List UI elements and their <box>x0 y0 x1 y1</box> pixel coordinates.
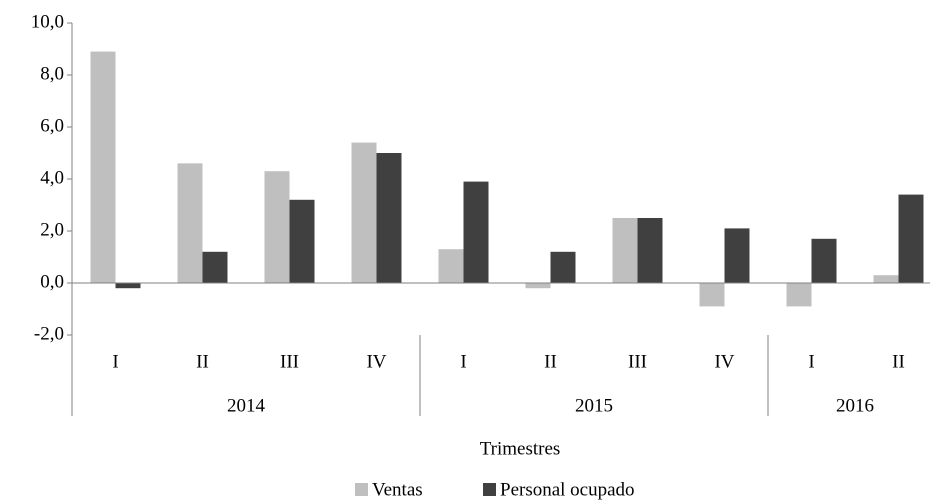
bar <box>438 249 464 283</box>
y-tick-label: 10,0 <box>31 11 64 32</box>
x-tick-label: I <box>460 351 466 372</box>
bar <box>811 238 837 283</box>
legend-swatch <box>355 483 368 496</box>
bar <box>898 194 924 283</box>
y-tick-label: 2,0 <box>40 219 64 240</box>
x-axis-title: Trimestres <box>480 438 561 459</box>
bar <box>786 283 812 307</box>
bar <box>177 163 203 283</box>
x-group-label: 2014 <box>227 395 266 416</box>
x-group-label: 2015 <box>575 395 613 416</box>
y-tick-label: 6,0 <box>40 115 64 136</box>
x-tick-label: II <box>196 351 209 372</box>
bar <box>115 283 141 289</box>
bar <box>289 199 315 283</box>
bar <box>90 51 116 283</box>
bar <box>202 251 228 283</box>
x-tick-label: III <box>628 351 647 372</box>
x-tick-label: I <box>112 351 118 372</box>
legend-swatch <box>483 483 496 496</box>
x-tick-label: I <box>808 351 814 372</box>
x-group-label: 2016 <box>836 395 874 416</box>
y-tick-label: 0,0 <box>40 271 64 292</box>
y-tick-label: 8,0 <box>40 63 64 84</box>
bar <box>637 218 663 283</box>
x-tick-label: IV <box>714 351 734 372</box>
x-tick-label: II <box>892 351 905 372</box>
bar <box>525 283 551 289</box>
bar <box>351 142 377 283</box>
legend-label: Ventas <box>372 479 423 500</box>
y-tick-label: -2,0 <box>34 323 64 344</box>
bar <box>699 283 725 307</box>
x-tick-label: III <box>280 351 299 372</box>
x-tick-label: II <box>544 351 557 372</box>
bar <box>264 171 290 283</box>
bar <box>724 228 750 283</box>
bar <box>463 181 489 283</box>
bar <box>376 153 402 283</box>
bar <box>873 275 899 283</box>
bar <box>612 218 638 283</box>
y-tick-label: 4,0 <box>40 167 64 188</box>
bar <box>550 251 576 283</box>
x-tick-label: IV <box>366 351 386 372</box>
legend-label: Personal ocupado <box>500 479 635 500</box>
